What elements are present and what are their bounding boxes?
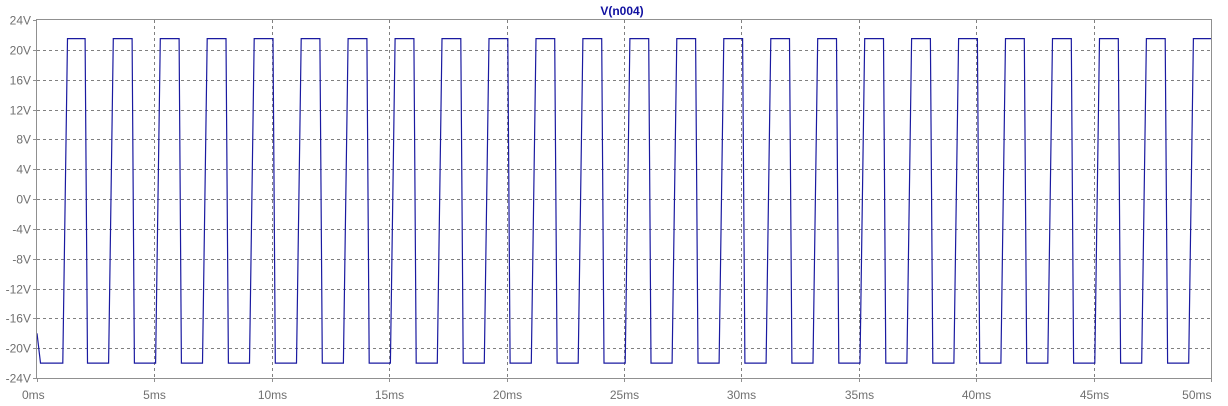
axis-ticks <box>33 20 1212 382</box>
chart-title: V(n004) <box>600 4 643 18</box>
y-tick-label: 16V <box>10 74 31 88</box>
x-tick-label: 50ms <box>1182 388 1211 402</box>
y-tick-label: 20V <box>10 44 31 58</box>
x-tick-label: 10ms <box>258 388 287 402</box>
x-tick-label: 20ms <box>493 388 522 402</box>
trace-layer <box>36 37 1211 364</box>
y-tick-label: -24V <box>6 372 31 386</box>
series-line <box>36 37 1211 364</box>
y-tick-label: 4V <box>16 163 31 177</box>
x-tick-label: 35ms <box>845 388 874 402</box>
y-tick-label: -4V <box>12 223 31 237</box>
y-tick-label: 0V <box>16 193 31 207</box>
y-tick-label: -16V <box>6 312 31 326</box>
y-axis-tick-labels: 24V 20V 16V 12V 8V 4V 0V -4V -8V -12V -16V -20V -24V <box>6 14 31 386</box>
x-tick-label: 5ms <box>143 388 166 402</box>
x-tick-label: 45ms <box>1080 388 1109 402</box>
grid-lines <box>37 20 1211 378</box>
y-tick-label: -8V <box>12 253 31 267</box>
y-tick-label: -20V <box>6 342 31 356</box>
x-tick-label: 30ms <box>727 388 756 402</box>
x-tick-label: 25ms <box>610 388 639 402</box>
x-tick-label: 0ms <box>22 388 45 402</box>
y-tick-label: 24V <box>10 14 31 28</box>
x-axis-tick-labels: 0ms 5ms 10ms 15ms 20ms 25ms 30ms 35ms 40ms 45ms 50… <box>22 388 1212 402</box>
y-tick-label: -12V <box>6 283 31 297</box>
y-tick-label: 12V <box>10 104 31 118</box>
plot-frame <box>36 19 1212 379</box>
x-tick-label: 40ms <box>962 388 991 402</box>
x-tick-label: 15ms <box>375 388 404 402</box>
y-tick-label: 8V <box>16 133 31 147</box>
